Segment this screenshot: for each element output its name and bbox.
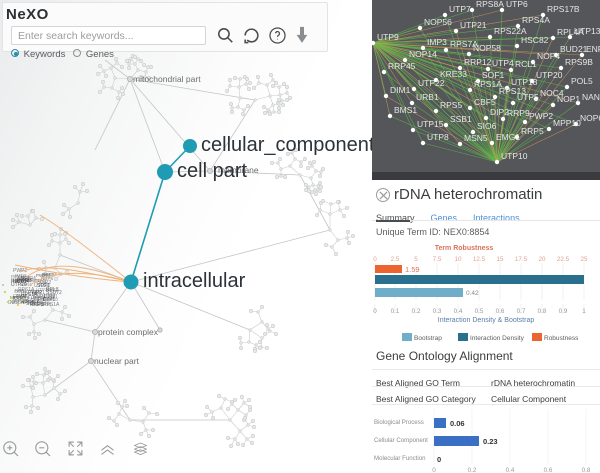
svg-text:Cellular Component: Cellular Component [374, 437, 428, 444]
svg-text:NAN1: NAN1 [21, 300, 35, 306]
svg-text:0.06: 0.06 [450, 419, 465, 428]
svg-text:MSN5: MSN5 [464, 133, 488, 143]
svg-text:20: 20 [538, 256, 546, 263]
svg-text:URB1: URB1 [416, 92, 439, 102]
svg-text:7.5: 7.5 [433, 256, 442, 263]
svg-text:0: 0 [437, 455, 441, 464]
svg-text:ENP1: ENP1 [586, 44, 600, 54]
svg-text:MPP10: MPP10 [553, 118, 581, 128]
svg-text:RRP5: RRP5 [521, 126, 544, 136]
svg-text:0.6: 0.6 [496, 308, 505, 315]
svg-text:5: 5 [414, 256, 418, 263]
svg-text:22.5: 22.5 [557, 256, 570, 263]
svg-text:Molecular Function: Molecular Function [374, 455, 425, 462]
svg-text:NOP1: NOP1 [557, 94, 580, 104]
svg-text:0.7: 0.7 [517, 308, 526, 315]
svg-text:RRP12: RRP12 [464, 57, 492, 67]
svg-text:UTP20: UTP20 [536, 70, 563, 80]
svg-text:NOP6: NOP6 [580, 113, 600, 123]
svg-text:10: 10 [454, 256, 462, 263]
svg-text:0: 0 [432, 467, 436, 473]
svg-text:0.2: 0.2 [468, 467, 477, 473]
svg-text:17.5: 17.5 [515, 256, 528, 263]
svg-text:DIM1: DIM1 [390, 85, 411, 95]
svg-text:PWP2: PWP2 [529, 111, 553, 121]
svg-text:0.3: 0.3 [433, 308, 442, 315]
svg-text:0.1: 0.1 [391, 308, 400, 315]
svg-text:Interaction Density & Bootstra: Interaction Density & Bootstrap [438, 317, 535, 324]
svg-text:RPS4A: RPS4A [522, 15, 550, 25]
svg-text:UTP9: UTP9 [377, 32, 399, 42]
svg-text:BMS1: BMS1 [394, 105, 417, 115]
svg-text:IMP3: IMP3 [427, 37, 447, 47]
svg-text:SIO6: SIO6 [477, 121, 497, 131]
svg-text:UTP7: UTP7 [449, 4, 471, 14]
svg-text:UTP5: UTP5 [517, 92, 539, 102]
svg-text:0.2: 0.2 [412, 308, 421, 315]
svg-text:NOP4: NOP4 [537, 51, 560, 61]
svg-text:15: 15 [496, 256, 504, 263]
svg-text:0.42: 0.42 [466, 290, 479, 297]
svg-text:UTP21: UTP21 [460, 20, 487, 30]
svg-text:0.6: 0.6 [544, 467, 553, 473]
svg-text:BUD21: BUD21 [560, 44, 588, 54]
svg-text:UTP6: UTP6 [506, 0, 528, 9]
svg-text:POL5: POL5 [571, 76, 593, 86]
svg-text:UTP13: UTP13 [574, 26, 600, 36]
svg-text:NOP14: NOP14 [13, 279, 30, 285]
svg-text:Biological Process: Biological Process [374, 419, 424, 426]
svg-text:DIM1: DIM1 [46, 288, 58, 294]
svg-text:0.4: 0.4 [454, 308, 463, 315]
svg-text:RPS8A: RPS8A [476, 0, 504, 9]
svg-text:UTP15: UTP15 [417, 119, 444, 129]
svg-text:12.5: 12.5 [473, 256, 486, 263]
svg-text:NOP14: NOP14 [409, 49, 437, 59]
svg-text:SSB1: SSB1 [450, 114, 472, 124]
svg-text:UTP8: UTP8 [427, 132, 449, 142]
svg-text:MPP10: MPP10 [43, 297, 58, 302]
svg-text:RCL1: RCL1 [515, 59, 537, 69]
svg-text:CBF5: CBF5 [474, 97, 496, 107]
svg-text:RPS17B: RPS17B [547, 4, 580, 14]
svg-text:RPS1A: RPS1A [474, 79, 502, 89]
svg-text:UTP22: UTP22 [418, 78, 445, 88]
svg-text:UTP4: UTP4 [492, 58, 514, 68]
svg-text:PWP2: PWP2 [28, 290, 42, 296]
svg-text:NOP58: NOP58 [473, 43, 501, 53]
svg-text:EMG1: EMG1 [496, 132, 520, 142]
svg-text:RPS9B: RPS9B [565, 57, 593, 67]
svg-text:UTP10: UTP10 [501, 151, 528, 161]
svg-text:RPS1A: RPS1A [11, 274, 26, 279]
svg-text:NAN1: NAN1 [582, 92, 600, 102]
svg-text:25: 25 [580, 256, 588, 263]
svg-text:0.8: 0.8 [538, 308, 547, 315]
svg-text:0.4: 0.4 [506, 467, 515, 473]
svg-text:RRP45: RRP45 [388, 61, 416, 71]
svg-text:HSC82: HSC82 [521, 35, 549, 45]
svg-text:2.5: 2.5 [391, 256, 400, 263]
svg-text:1: 1 [582, 308, 586, 315]
svg-text:NOP56: NOP56 [424, 17, 452, 27]
svg-text:Term Robustness: Term Robustness [435, 245, 494, 252]
svg-text:0.23: 0.23 [483, 437, 498, 446]
svg-text:0.5: 0.5 [475, 308, 484, 315]
svg-text:RPS5: RPS5 [440, 100, 462, 110]
svg-text:0: 0 [373, 256, 377, 263]
svg-text:1.59: 1.59 [405, 265, 420, 274]
svg-text:0.9: 0.9 [559, 308, 568, 315]
svg-text:RRP9: RRP9 [507, 108, 530, 118]
svg-text:0: 0 [373, 308, 377, 315]
svg-text:0.8: 0.8 [582, 467, 591, 473]
svg-text:UTP18: UTP18 [511, 77, 538, 87]
